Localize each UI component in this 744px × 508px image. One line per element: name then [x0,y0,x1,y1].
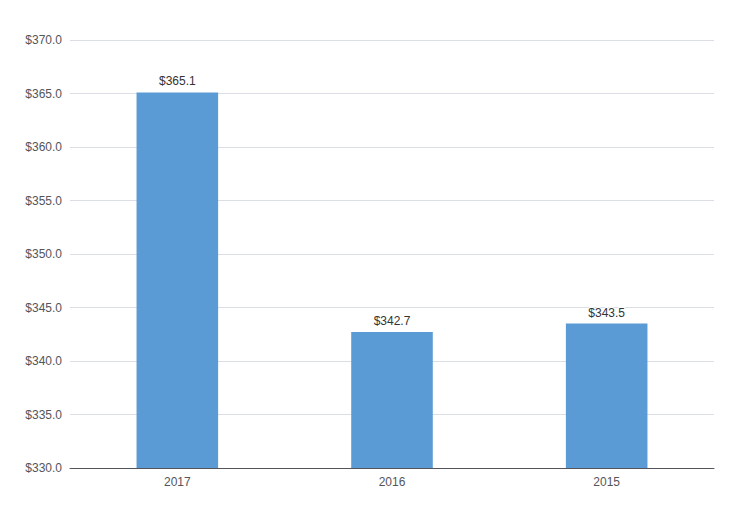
svg-text:$345.0: $345.0 [25,301,62,315]
svg-text:2016: 2016 [379,475,406,489]
svg-text:$330.0: $330.0 [25,461,62,475]
svg-text:2017: 2017 [164,475,191,489]
svg-text:$342.7: $342.7 [374,314,411,328]
svg-text:$365.0: $365.0 [25,87,62,101]
svg-text:$343.5: $343.5 [588,306,625,320]
svg-text:2015: 2015 [593,475,620,489]
svg-text:$355.0: $355.0 [25,194,62,208]
svg-text:$365.1: $365.1 [159,74,196,88]
svg-text:$350.0: $350.0 [25,247,62,261]
svg-text:$360.0: $360.0 [25,140,62,154]
svg-text:$370.0: $370.0 [25,33,62,47]
svg-text:$340.0: $340.0 [25,354,62,368]
svg-text:$335.0: $335.0 [25,408,62,422]
